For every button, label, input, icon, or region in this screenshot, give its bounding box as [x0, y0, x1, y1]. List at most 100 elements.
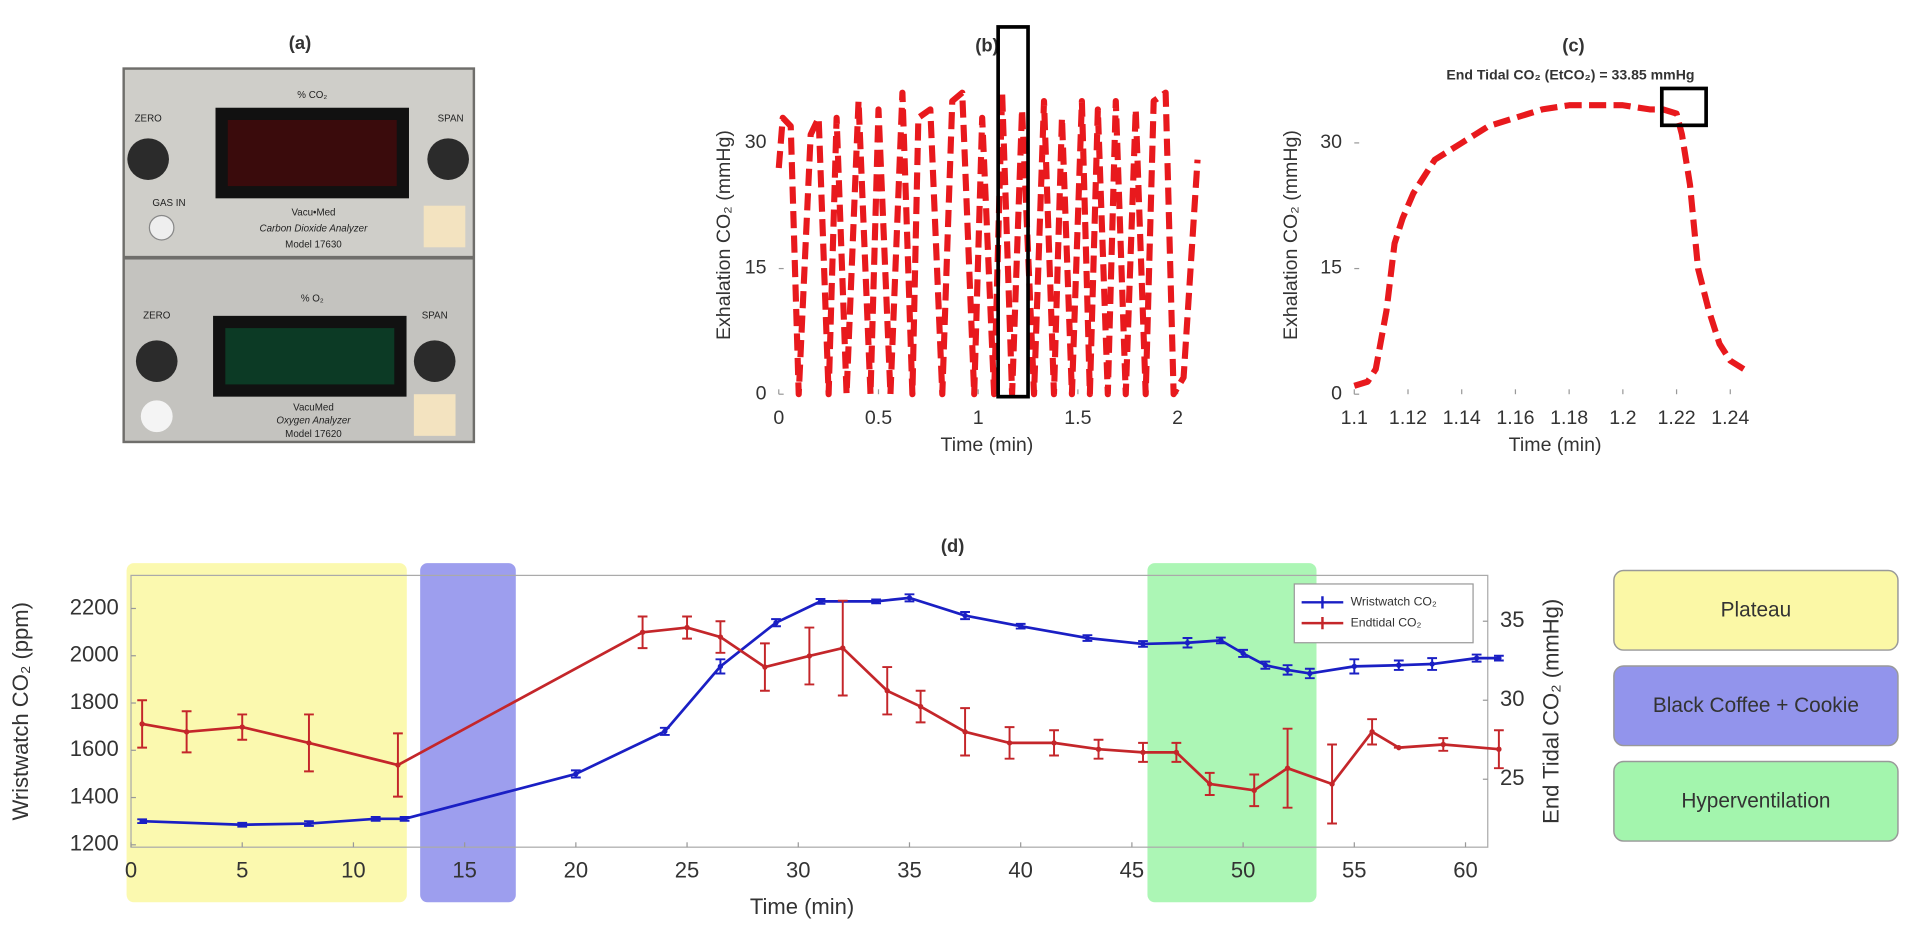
point — [139, 818, 145, 824]
point — [806, 653, 813, 659]
logo — [413, 394, 456, 436]
photo-label: SPAN — [438, 113, 464, 124]
x-tick-label: 1.14 — [1443, 407, 1481, 429]
x-tick-label: 1.24 — [1711, 407, 1749, 429]
y-axis-label: Exhalation CO₂ (mmHg) — [1280, 130, 1302, 340]
region — [1147, 563, 1317, 903]
point — [1140, 749, 1146, 756]
point — [1251, 787, 1257, 793]
point — [1207, 781, 1213, 787]
x-axis-label: Time (min) — [750, 894, 854, 919]
region-key — [1613, 760, 1899, 842]
y-tick-label: 1800 — [70, 689, 119, 714]
region-label: Black Coffee + Cookie — [1653, 694, 1859, 717]
annotation: End Tidal CO₂ (EtCO₂) = 33.85 mmHg — [1446, 67, 1694, 83]
y-tick-label: 15 — [745, 257, 767, 279]
point — [1284, 667, 1291, 673]
x-tick-label: 2 — [1172, 407, 1183, 429]
x-axis-label: Time (min) — [1509, 434, 1602, 456]
y-tick-label: 30 — [745, 131, 767, 153]
x-tick-label: 0.5 — [865, 407, 892, 429]
point — [762, 664, 768, 670]
series-line — [1353, 102, 1746, 389]
region-key — [1613, 569, 1899, 651]
point — [1095, 746, 1102, 752]
point — [1262, 662, 1269, 668]
y-tick-label: 1200 — [70, 831, 119, 856]
point — [962, 729, 968, 735]
point — [1284, 765, 1291, 771]
y2-tick-label: 25 — [1500, 765, 1525, 790]
point — [1369, 729, 1375, 735]
y-tick-label: 0 — [756, 382, 767, 404]
point — [1473, 655, 1480, 661]
y-tick-label: 0 — [1331, 382, 1342, 404]
point — [1140, 641, 1146, 647]
point — [1240, 650, 1246, 657]
x-tick-label: 1.22 — [1658, 407, 1696, 429]
photo-label: ZERO — [135, 113, 163, 124]
x-tick-label: 45 — [1120, 857, 1145, 882]
x-tick-label: 50 — [1231, 857, 1256, 882]
logo — [423, 205, 466, 248]
chart-title: (c) — [1562, 34, 1584, 55]
point — [1084, 635, 1091, 641]
x-tick-label: 1.1 — [1341, 407, 1368, 429]
chart-title: (b) — [975, 34, 998, 55]
chart-title: (d) — [941, 535, 964, 556]
point — [239, 822, 245, 828]
point — [1184, 640, 1191, 646]
point — [639, 629, 646, 635]
highlight-box — [996, 25, 1030, 399]
gas-port — [140, 400, 173, 433]
point — [139, 721, 145, 727]
x-tick-label: 10 — [341, 857, 366, 882]
x-tick-label: 40 — [1008, 857, 1033, 882]
point — [372, 816, 379, 822]
x-tick-label: 1.2 — [1609, 407, 1636, 429]
point — [401, 816, 408, 822]
o2-digits — [225, 328, 395, 385]
point — [873, 598, 879, 605]
point — [684, 624, 690, 631]
photo-label: VacuMed — [293, 402, 334, 413]
point — [1307, 670, 1313, 677]
knob — [413, 340, 456, 382]
photo-label: GAS IN — [152, 198, 185, 209]
x-tick-label: 35 — [897, 857, 922, 882]
photo-panel: (a) % CO₂ ZERO SPAN GAS IN Vacu•Med Carb… — [122, 32, 476, 444]
y-tick-label: 15 — [1320, 257, 1342, 279]
point — [906, 595, 913, 601]
photo-label: Model 17620 — [285, 429, 342, 440]
photo-label: Vacu•Med — [291, 208, 335, 219]
point — [306, 820, 312, 827]
x-tick-label: 1.5 — [1064, 407, 1091, 429]
point — [395, 762, 401, 768]
x-tick-label: 5 — [236, 857, 248, 882]
y2-tick-label: 30 — [1500, 686, 1525, 711]
x-tick-label: 60 — [1453, 857, 1478, 882]
photo-label: Oxygen Analyzer — [276, 416, 351, 427]
photo-label: Model 17630 — [285, 239, 342, 250]
point — [306, 740, 312, 746]
y-tick-label: 1400 — [70, 783, 119, 808]
legend-box — [1293, 583, 1474, 644]
point — [1351, 663, 1357, 670]
photo-label: % O₂ — [301, 293, 324, 304]
point — [1218, 637, 1224, 644]
legend-label: Endtidal CO₂ — [1351, 615, 1422, 629]
x-tick-label: 1.18 — [1550, 407, 1588, 429]
x-tick-label: 55 — [1342, 857, 1367, 882]
co2-digits — [227, 119, 397, 187]
point — [840, 645, 846, 651]
annotation-box — [1659, 86, 1708, 128]
region — [420, 563, 516, 903]
plot-frame — [130, 574, 1489, 848]
y-tick-label: 2200 — [70, 594, 119, 619]
region-label: Hyperventilation — [1681, 789, 1830, 812]
region-label: Plateau — [1721, 598, 1792, 621]
point — [1051, 740, 1057, 746]
point — [183, 729, 190, 735]
